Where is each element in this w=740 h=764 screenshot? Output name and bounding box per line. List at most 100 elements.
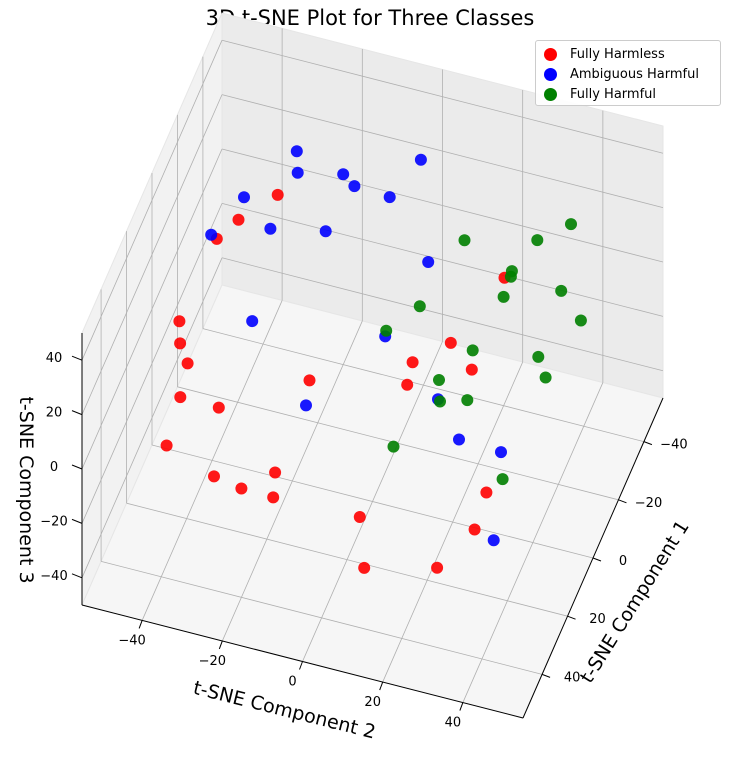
data-point — [431, 561, 444, 574]
legend: Fully Harmless Ambiguous Harmful Fully H… — [535, 40, 721, 106]
z-grid-back — [221, 39, 664, 154]
y-axis-label: t-SNE Component 2 — [191, 677, 378, 744]
x-tick — [618, 499, 627, 504]
z-tick-label: 0 — [50, 460, 58, 475]
data-point — [264, 222, 277, 235]
data-point — [422, 256, 435, 268]
y-tick-label: −20 — [199, 654, 226, 669]
data-point — [461, 394, 474, 407]
data-point — [539, 371, 552, 384]
data-point — [532, 350, 545, 363]
legend-label: Ambiguous Harmful — [570, 66, 699, 82]
data-point — [303, 374, 316, 387]
data-point — [565, 218, 577, 231]
z-axis-label: t-SNE Component 3 — [15, 396, 37, 583]
y-tick — [459, 702, 464, 711]
z-tick-label: 40 — [46, 351, 63, 366]
y-grid-floor — [462, 382, 604, 703]
data-point — [358, 561, 371, 574]
data-point — [497, 290, 510, 303]
data-point — [353, 511, 366, 523]
z-grid-left — [81, 40, 223, 361]
z-tick — [71, 573, 83, 579]
grid-lines — [81, 28, 664, 703]
data-point — [387, 440, 400, 453]
data-point — [269, 466, 282, 479]
data-point — [208, 470, 220, 483]
data-point — [290, 145, 303, 158]
legend-item-fully-harmless: Fully Harmless — [544, 44, 712, 64]
data-point — [531, 234, 544, 247]
legend-marker-red — [544, 47, 557, 61]
data-point — [348, 180, 361, 193]
data-point — [406, 356, 419, 369]
legend-label: Fully Harmful — [570, 86, 657, 102]
legend-marker-green — [544, 87, 557, 101]
y-tick — [299, 661, 303, 670]
data-point — [495, 446, 507, 459]
x-tick-label: 40 — [564, 670, 581, 685]
z-tick-label: 20 — [46, 406, 63, 421]
data-point — [434, 395, 446, 408]
x-tick — [592, 557, 602, 562]
z-grid-left — [81, 203, 223, 524]
y-tick-label: 20 — [364, 695, 381, 710]
y-grid-floor — [141, 300, 283, 621]
z-grid-back — [221, 257, 664, 372]
z-tick-label: −20 — [40, 514, 67, 529]
y-grid-floor — [302, 341, 443, 662]
y-tick-label: −40 — [118, 633, 145, 648]
data-point — [468, 523, 481, 536]
data-point — [232, 213, 245, 226]
axis-lines: −40 −20 0 20 40 −40 −20 0 20 40 −40 −20 0 20 40 — [40, 333, 688, 731]
x-tick-label: −20 — [635, 496, 662, 511]
x-tick-label: 0 — [619, 554, 627, 569]
data-point — [444, 336, 457, 349]
data-point — [487, 534, 500, 547]
data-point — [205, 228, 218, 241]
data-point — [466, 344, 479, 357]
scatter-points — [160, 145, 587, 574]
z-tick — [71, 410, 83, 416]
data-point — [319, 225, 332, 238]
y-tick-label: 40 — [445, 716, 462, 731]
z-grid-back — [221, 94, 664, 208]
data-point — [174, 337, 187, 350]
data-point — [480, 486, 493, 499]
data-point — [465, 363, 478, 376]
data-point — [453, 433, 465, 446]
legend-marker-blue — [544, 67, 557, 81]
data-point — [433, 374, 445, 386]
data-point — [401, 378, 414, 391]
data-point — [173, 315, 186, 328]
z-grid-left — [81, 148, 223, 470]
x-tick — [567, 615, 576, 620]
z-grid-back — [221, 203, 664, 317]
legend-item-fully-harmful: Fully Harmful — [544, 84, 712, 104]
z-tick — [71, 464, 83, 470]
data-point — [380, 324, 393, 337]
data-point — [271, 188, 284, 201]
data-point — [212, 401, 225, 414]
data-point — [413, 300, 426, 313]
legend-label: Fully Harmless — [570, 46, 665, 62]
data-point — [238, 191, 250, 204]
data-point — [174, 391, 187, 404]
y-grid-floor — [221, 320, 363, 642]
data-point — [181, 357, 194, 370]
data-point — [160, 439, 173, 452]
data-point — [414, 153, 427, 166]
z-tick-label: −40 — [40, 569, 67, 584]
data-point — [337, 168, 350, 181]
y-tick — [218, 640, 223, 650]
z-tick — [71, 355, 83, 361]
data-point — [574, 314, 587, 327]
data-point — [300, 399, 312, 412]
y-tick-label: 0 — [288, 675, 296, 690]
x-tick — [643, 441, 653, 446]
data-point — [505, 265, 518, 278]
y-tick — [138, 620, 143, 629]
data-point — [458, 234, 471, 247]
x-tick-label: −40 — [660, 438, 687, 453]
